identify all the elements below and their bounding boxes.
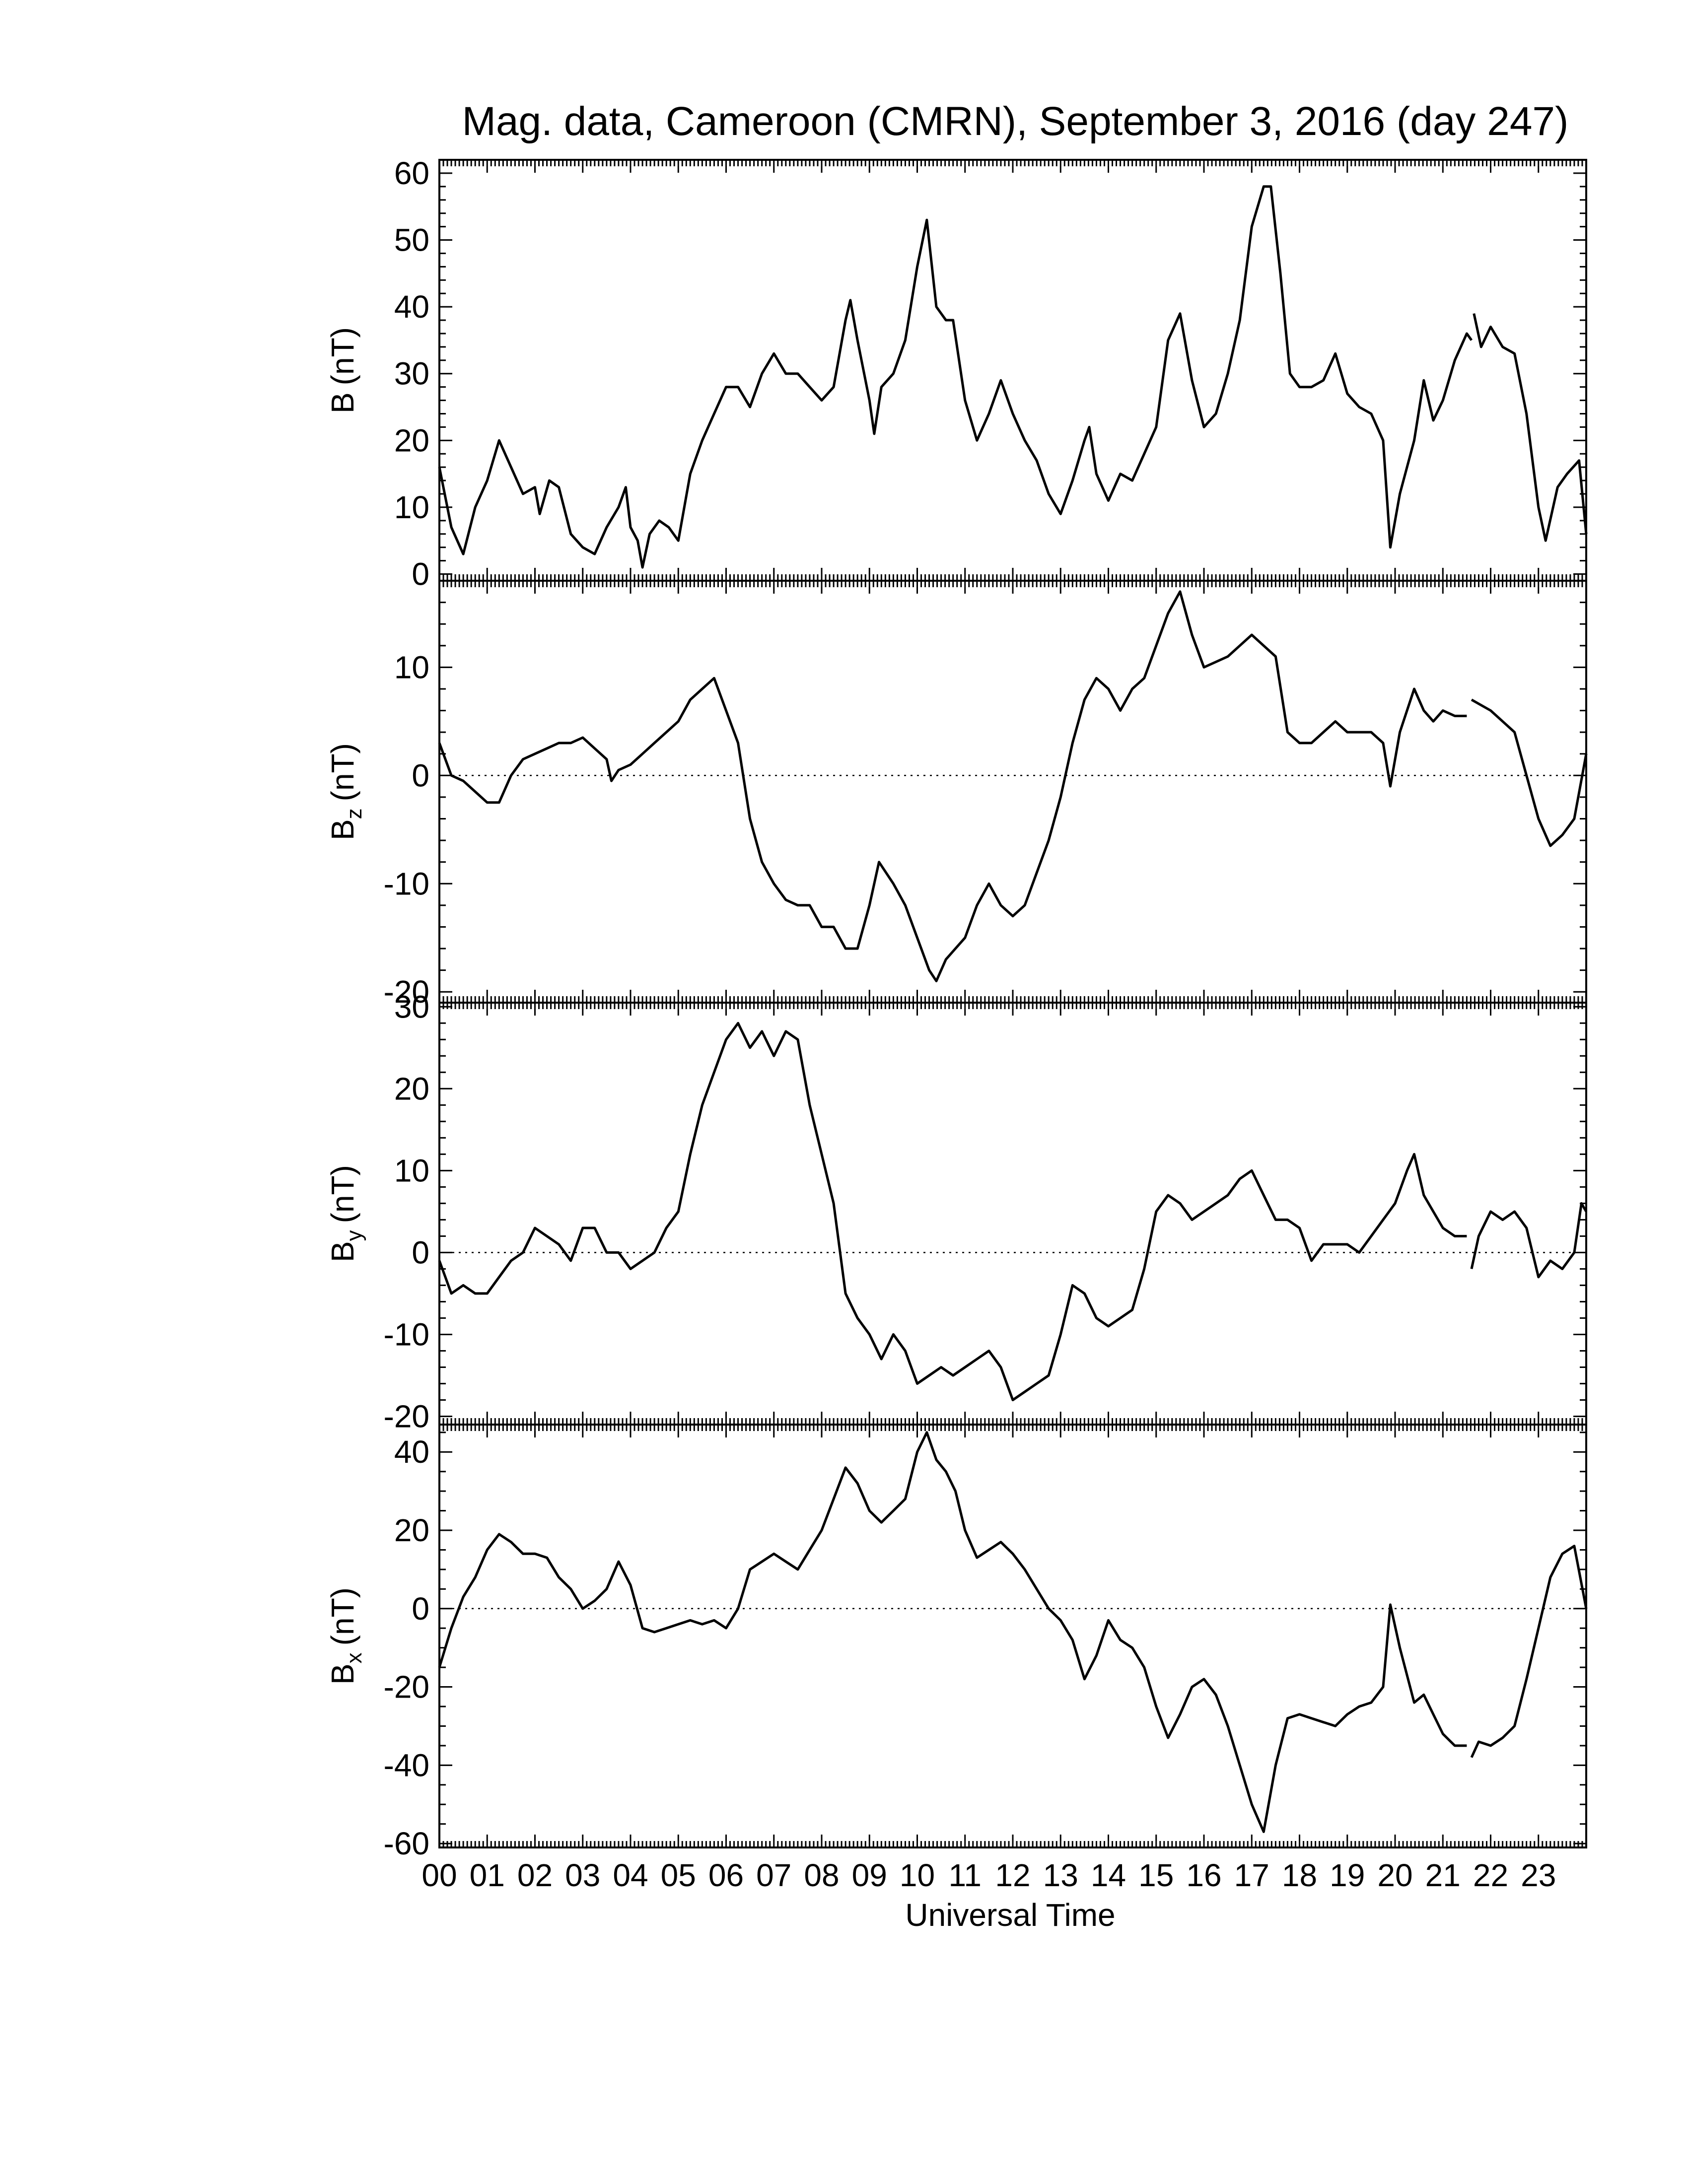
x-tick-label: 16 — [1186, 1857, 1221, 1893]
y-axis-label: Bx (nT) — [325, 1587, 366, 1685]
y-tick-label: 40 — [394, 1434, 429, 1470]
y-tick-label: -20 — [384, 1669, 430, 1705]
y-tick-label: 30 — [394, 989, 429, 1024]
panels: 0 10 20 30 40 50 60 B (nT) -20 -10 0 10 Bz (nT) -20 -10 0… — [325, 155, 1588, 1861]
series-line-Bz — [1471, 698, 1588, 847]
y-tick-label: 50 — [394, 222, 429, 258]
x-tick-label: 02 — [517, 1857, 553, 1893]
y-axis-label-unit: (nT) — [325, 327, 360, 385]
x-tick-label: 11 — [949, 1857, 982, 1893]
panel-frame — [438, 580, 1587, 1004]
series-line-By — [1470, 1202, 1588, 1279]
series-line-B — [1473, 313, 1588, 542]
x-tick-label: 09 — [852, 1857, 887, 1893]
y-axis-label: Bz (nT) — [325, 743, 366, 840]
y-tick-label: -40 — [384, 1747, 430, 1783]
x-tick-label: 17 — [1234, 1857, 1269, 1893]
y-axis-label-main: B — [325, 1241, 360, 1262]
y-axis-label-main: B — [325, 819, 360, 840]
y-tick-label: 20 — [394, 1512, 429, 1548]
y-axis-label-unit: (nT) — [325, 1587, 360, 1645]
x-tick-label: 19 — [1330, 1857, 1365, 1893]
x-tick-label: 23 — [1521, 1857, 1556, 1893]
y-tick-label: 10 — [394, 1153, 429, 1188]
y-tick-label: 20 — [394, 422, 429, 458]
y-tick-label: -10 — [384, 1316, 430, 1352]
y-axis-label-unit: (nT) — [325, 743, 360, 801]
panel-Bx: -60 -40 -20 0 20 40 Bx (nT) — [325, 1424, 1588, 1861]
y-axis-label-subscript: x — [342, 1652, 366, 1663]
panel-By: -20 -10 0 10 20 30 By (nT) — [325, 989, 1588, 1434]
y-tick-label: 20 — [394, 1071, 429, 1106]
x-tick-label: 18 — [1282, 1857, 1317, 1893]
x-tick-label: 10 — [900, 1857, 935, 1893]
x-tick-label: 04 — [613, 1857, 648, 1893]
y-tick-label: 0 — [412, 556, 429, 592]
series-line-B — [438, 185, 1473, 569]
y-axis-label-subscript: z — [342, 808, 366, 819]
y-tick-label: -60 — [384, 1826, 430, 1861]
series-line-By — [438, 1022, 1467, 1401]
series-line-Bx — [1470, 1545, 1588, 1758]
y-tick-label: -20 — [384, 1398, 430, 1434]
x-tick-label: 13 — [1043, 1857, 1078, 1893]
y-axis-label: B (nT) — [325, 327, 360, 413]
y-tick-label: 10 — [394, 489, 429, 525]
x-tick-label: 07 — [756, 1857, 791, 1893]
x-tick-label: 03 — [565, 1857, 600, 1893]
y-axis-label-subscript: y — [342, 1230, 366, 1241]
x-tick-label: 06 — [708, 1857, 744, 1893]
panel-frame — [438, 1002, 1587, 1426]
x-tick-label: 20 — [1377, 1857, 1412, 1893]
y-tick-label: 0 — [412, 1234, 429, 1270]
series-line-Bx — [438, 1431, 1467, 1833]
y-tick-label: 0 — [412, 1591, 429, 1627]
y-axis-label-main: B — [325, 1663, 360, 1685]
x-tick-label: 01 — [470, 1857, 505, 1893]
x-tick-label: 08 — [804, 1857, 839, 1893]
panel-B: 0 10 20 30 40 50 60 B (nT) — [325, 155, 1588, 592]
x-tick-label: 05 — [661, 1857, 696, 1893]
panel-Bz: -20 -10 0 10 Bz (nT) — [325, 580, 1588, 1010]
y-axis-label: By (nT) — [325, 1165, 366, 1262]
x-axis-label: Universal Time — [905, 1897, 1115, 1933]
x-axis-tick-labels: 00 01 02 03 04 05 06 07 08 09 10 11 12 13 14 15 16 17 18 19… — [422, 1857, 1556, 1893]
y-tick-label: 0 — [412, 757, 429, 793]
x-tick-label: 14 — [1091, 1857, 1126, 1893]
panel-frame — [438, 1424, 1587, 1848]
y-tick-label: -10 — [384, 866, 430, 901]
x-tick-label: 22 — [1473, 1857, 1508, 1893]
x-tick-label: 00 — [422, 1857, 457, 1893]
y-tick-label: 30 — [394, 356, 429, 392]
x-tick-label: 21 — [1425, 1857, 1461, 1893]
x-tick-label: 12 — [995, 1857, 1030, 1893]
x-tick-label: 15 — [1138, 1857, 1174, 1893]
series-line-Bz — [438, 590, 1467, 982]
y-axis-label-main: B — [325, 392, 360, 413]
y-tick-label: -20 — [384, 974, 430, 1010]
chart-title: Mag. data, Cameroon (CMRN), September 3,… — [462, 99, 1569, 144]
y-tick-label: 40 — [394, 289, 429, 325]
y-tick-label: 60 — [394, 155, 429, 191]
y-axis-label-unit: (nT) — [325, 1165, 360, 1223]
y-tick-label: 10 — [394, 649, 429, 685]
